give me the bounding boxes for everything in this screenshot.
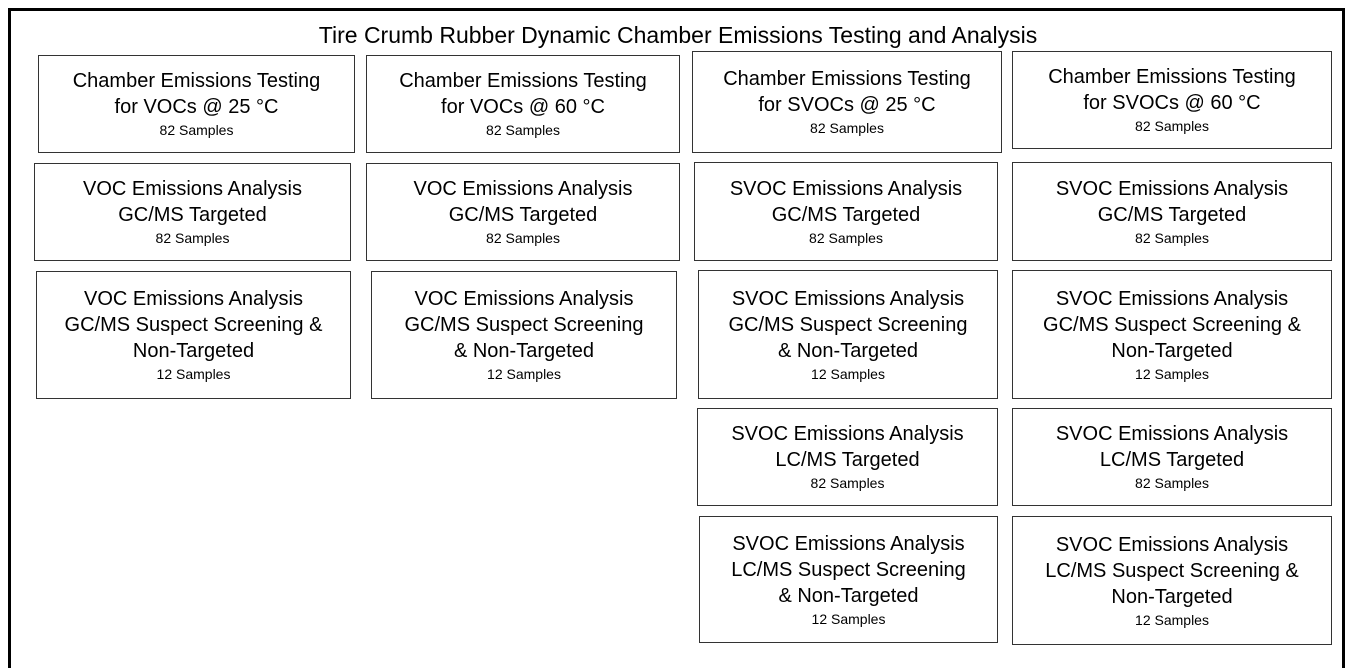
- sample-count: 82 Samples: [155, 230, 230, 246]
- sample-count: 12 Samples: [1135, 365, 1209, 382]
- box-label: Chamber Emissions Testing: [399, 70, 647, 92]
- process-box: VOC Emissions Analysis GC/MS Targeted 82 S…: [366, 163, 680, 261]
- sample-count: 82 Samples: [809, 229, 883, 246]
- box-label: LC/MS Suspect Screening: [731, 558, 966, 581]
- sample-count: 82 Samples: [159, 122, 234, 138]
- box-label: LC/MS Targeted: [775, 449, 920, 471]
- box-label: SVOC Emissions Analysis: [731, 287, 965, 310]
- process-box: SVOC Emissions Analysis LC/MS Suspect Scr…: [699, 516, 998, 643]
- box-label: SVOC Emissions Analysis: [729, 177, 963, 200]
- box-label: Non-Targeted: [1111, 585, 1233, 608]
- box-label: SVOC Emissions Analysis: [732, 532, 965, 555]
- box-label: LC/MS Suspect Screening &: [1045, 559, 1299, 582]
- box-label: SVOC Emissions Analysis: [1055, 287, 1289, 310]
- box-label: SVOC Emissions Analysis: [731, 423, 964, 445]
- process-box: SVOC Emissions Analysis LC/MS Targeted 82 …: [697, 408, 998, 506]
- box-label: & Non-Targeted: [778, 584, 919, 607]
- box-label: GC/MS Suspect Screening &: [1043, 313, 1301, 336]
- process-box: VOC Emissions Analysis GC/MS Suspect Scre…: [36, 271, 351, 399]
- process-box: Chamber Emissions Testing for VOCs @ 25 °…: [38, 55, 355, 153]
- box-label: VOC Emissions Analysis: [84, 288, 303, 310]
- sample-count: 82 Samples: [486, 122, 560, 138]
- sample-count: 12 Samples: [811, 365, 885, 382]
- box-label: GC/MS Suspect Screening: [404, 314, 644, 336]
- box-label: GC/MS Targeted: [771, 203, 921, 226]
- process-box: SVOC Emissions Analysis GC/MS Suspect Scr…: [1012, 270, 1332, 399]
- box-label: GC/MS Suspect Screening &: [64, 314, 323, 336]
- process-box: VOC Emissions Analysis GC/MS Targeted 82 S…: [34, 163, 351, 261]
- process-box: SVOC Emissions Analysis LC/MS Targeted 82 …: [1012, 408, 1332, 506]
- box-label: GC/MS Targeted: [1097, 203, 1247, 226]
- sample-count: 82 Samples: [486, 230, 560, 246]
- box-label: GC/MS Targeted: [448, 204, 598, 226]
- box-label: LC/MS Targeted: [1099, 449, 1245, 471]
- box-label: GC/MS Suspect Screening: [728, 313, 968, 336]
- sample-count: 82 Samples: [810, 120, 884, 136]
- process-box: SVOC Emissions Analysis GC/MS Suspect Scr…: [698, 270, 998, 399]
- process-box: SVOC Emissions Analysis LC/MS Suspect Scr…: [1012, 516, 1332, 645]
- box-label: GC/MS Targeted: [118, 204, 267, 226]
- sample-count: 82 Samples: [810, 475, 885, 491]
- box-label: VOC Emissions Analysis: [413, 178, 633, 200]
- sample-count: 12 Samples: [156, 366, 231, 382]
- box-label: SVOC Emissions Analysis: [1055, 177, 1289, 200]
- sample-count: 82 Samples: [1135, 229, 1209, 246]
- frame: [8, 8, 1345, 668]
- box-label: Chamber Emissions Testing: [723, 68, 971, 90]
- sample-count: 82 Samples: [1135, 475, 1209, 491]
- sample-count: 12 Samples: [1135, 611, 1209, 628]
- process-box: SVOC Emissions Analysis GC/MS Targeted 82 …: [694, 162, 998, 261]
- box-label: for SVOCs @ 25 °C: [758, 94, 936, 116]
- process-box: Chamber Emissions Testing for VOCs @ 60 °…: [366, 55, 680, 153]
- box-label: SVOC Emissions Analysis: [1055, 423, 1289, 445]
- box-label: & Non-Targeted: [453, 340, 595, 362]
- process-box: Chamber Emissions Testing for SVOCs @ 60 …: [1012, 51, 1332, 149]
- box-label: Chamber Emissions Testing: [72, 70, 321, 92]
- box-label: VOC Emissions Analysis: [83, 178, 302, 200]
- box-label: & Non-Targeted: [777, 339, 919, 362]
- box-label: Non-Targeted: [1111, 339, 1233, 362]
- diagram-title: Tire Crumb Rubber Dynamic Chamber Emissi…: [318, 22, 1038, 48]
- box-label: for VOCs @ 25 °C: [114, 96, 279, 118]
- process-box: SVOC Emissions Analysis GC/MS Targeted 82 …: [1012, 162, 1332, 261]
- process-box: VOC Emissions Analysis GC/MS Suspect Scre…: [371, 271, 677, 399]
- box-label: Chamber Emissions Testing: [1048, 66, 1296, 88]
- box-label: Non-Targeted: [132, 340, 255, 362]
- page: {"title": "Tire Crumb Rubber Dynamic Cha…: [8, 8, 1345, 668]
- sample-count: 12 Samples: [811, 610, 886, 627]
- box-label: for SVOCs @ 60 °C: [1083, 92, 1261, 114]
- box-label: SVOC Emissions Analysis: [1055, 533, 1289, 556]
- sample-count: 12 Samples: [487, 366, 561, 382]
- sample-count: 82 Samples: [1135, 118, 1209, 134]
- box-label: for VOCs @ 60 °C: [441, 96, 605, 118]
- process-box: Chamber Emissions Testing for SVOCs @ 25 …: [692, 51, 1002, 153]
- box-label: VOC Emissions Analysis: [414, 288, 634, 310]
